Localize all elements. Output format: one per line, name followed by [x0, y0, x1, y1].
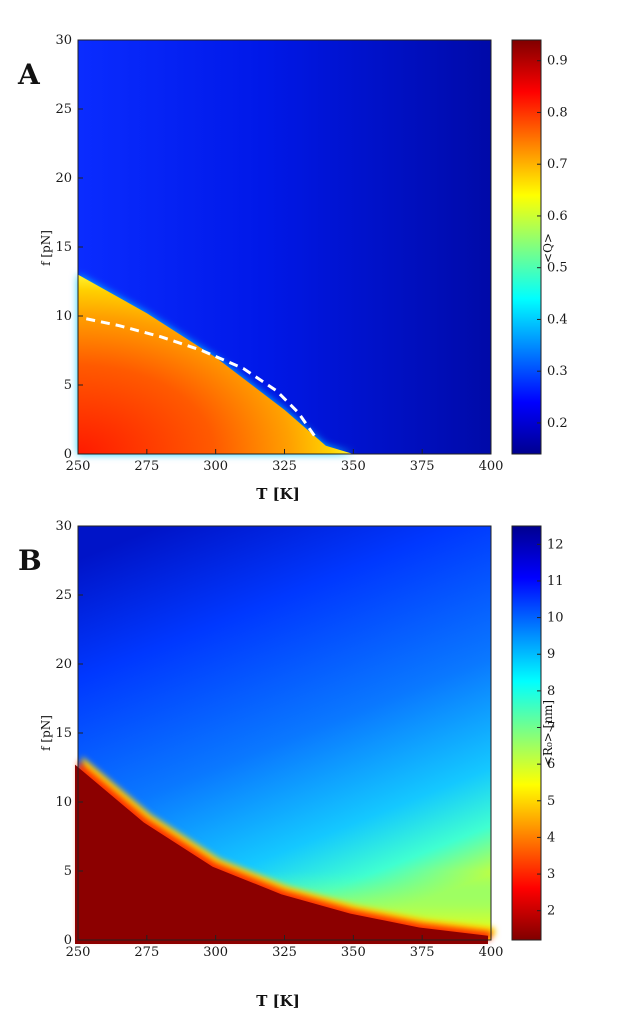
y-tick-label: 10: [55, 309, 72, 324]
colorbar-tick-label: 0.3: [547, 364, 568, 379]
x-tick-label: 250: [66, 459, 91, 474]
collapsed-region: [75, 764, 488, 944]
y-tick-label: 15: [55, 240, 72, 255]
y-tick-label: 10: [55, 795, 72, 810]
y-tick-label: 30: [55, 519, 72, 534]
colorbar-tick-label: 5: [547, 794, 555, 809]
colorbar-tick-label: 11: [547, 574, 564, 589]
colorbar-tick-label: 9: [547, 647, 555, 662]
y-tick-label: 25: [55, 102, 72, 117]
colorbar-tick-label: 0.8: [547, 105, 568, 120]
colorbar-tick-label: 8: [547, 684, 555, 699]
x-tick-label: 275: [134, 459, 159, 474]
colorbar-tick-label: 6: [547, 757, 555, 772]
colorbar-scale: [511, 525, 542, 941]
colorbar-label-b: <R₀> [nm]: [541, 700, 555, 766]
x-tick-label: 400: [479, 459, 504, 474]
panel-label-a: A: [17, 58, 41, 91]
colorbar-tick-label: 0.7: [547, 157, 568, 172]
colorbar-scale: [511, 39, 542, 455]
colorbar-a: 0.2 0.3 0.4 0.5 0.6 0.7 0.8 0.9: [511, 39, 568, 455]
x-tick-label: 275: [134, 945, 159, 960]
colorbar-tick-label: 10: [547, 611, 564, 626]
colorbar-tick-label: 0.2: [547, 416, 568, 431]
colorbar-tick-label: 2: [547, 904, 555, 919]
y-tick-label: 0: [64, 447, 72, 462]
y-tick-label: 15: [55, 726, 72, 741]
y-tick-label: 20: [55, 657, 72, 672]
colorbar-tick-label: 0.4: [547, 312, 568, 327]
y-tick-label: 5: [64, 864, 72, 879]
folded-region: [78, 274, 354, 454]
colorbar-tick-label: 7: [547, 721, 555, 736]
y-tick-label: 30: [55, 33, 72, 48]
y-tick-label: 5: [64, 378, 72, 393]
x-tick-label: 325: [272, 459, 297, 474]
x-tick-label: 350: [341, 459, 366, 474]
colorbar-tick-label: 12: [547, 537, 564, 552]
colorbar-tick-label: 4: [547, 830, 555, 845]
x-tick-label: 375: [410, 945, 435, 960]
x-tick-label: 400: [479, 945, 504, 960]
x-tick-label: 300: [203, 945, 228, 960]
x-tick-label: 375: [410, 459, 435, 474]
colorbar-label-a: <Q>: [541, 233, 555, 263]
dashed-transition-line: [85, 317, 319, 442]
colorbar-tick-label: 0.5: [547, 261, 568, 276]
x-tick-label: 300: [203, 459, 228, 474]
x-tick-label: 350: [341, 945, 366, 960]
y-tick-label: 20: [55, 171, 72, 186]
panel-label-b: B: [18, 544, 42, 577]
colorbar-tick-label: 0.6: [547, 209, 568, 224]
x-tick-label: 325: [272, 945, 297, 960]
y-tick-label: 25: [55, 588, 72, 603]
y-tick-label: 0: [64, 933, 72, 948]
y-axis-ticks-a: 0 5 10 15 20 25 30: [55, 33, 83, 462]
x-axis-ticks-a: 250 275 300 325 350 375 400: [66, 449, 504, 474]
y-axis-label-b: f [pN]: [39, 715, 53, 751]
colorbar-b: 2 3 4 5 6 7 8 9 10 11 12: [511, 525, 564, 941]
x-tick-label: 250: [66, 945, 91, 960]
x-axis-label-a: T [K]: [256, 485, 300, 503]
colorbar-tick-label: 3: [547, 867, 555, 882]
y-axis-ticks-b: 0 5 10 15 20 25 30: [55, 519, 83, 948]
panel-a: A 0 5 10 15 20 25 30 250 275 300 325 350 375 400 T […: [17, 33, 568, 503]
colorbar-tick-label: 0.9: [547, 54, 568, 69]
x-axis-ticks-b: 250 275 300 325 350 375 400: [66, 935, 504, 960]
heatmap-a: [77, 39, 492, 455]
y-axis-label-a: f [pN]: [39, 230, 53, 266]
heatmap-b: [75, 525, 495, 944]
x-axis-label-b: T [K]: [256, 992, 300, 1010]
